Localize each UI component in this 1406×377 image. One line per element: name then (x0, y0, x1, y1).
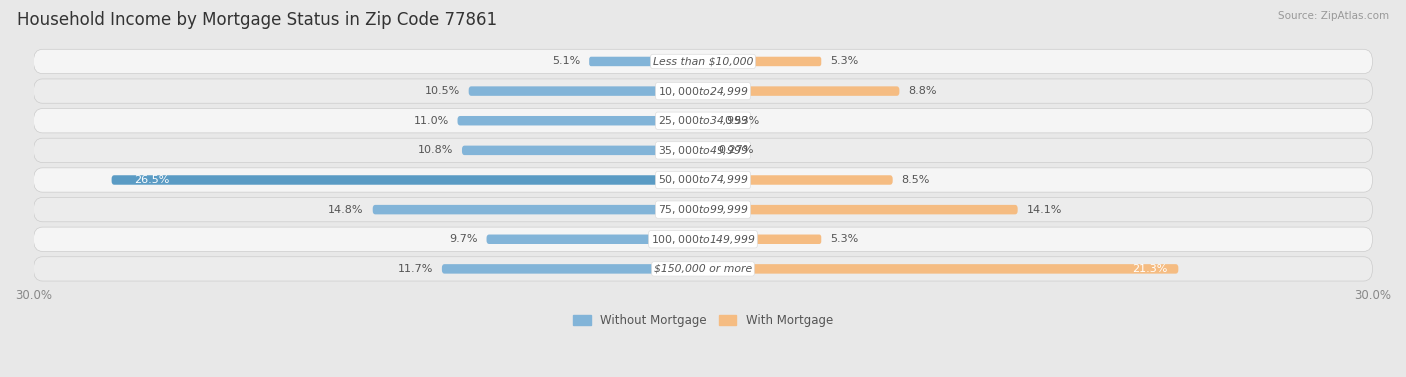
FancyBboxPatch shape (373, 205, 703, 215)
Text: 8.5%: 8.5% (901, 175, 929, 185)
Text: 10.5%: 10.5% (425, 86, 460, 96)
Text: $10,000 to $24,999: $10,000 to $24,999 (658, 84, 748, 98)
FancyBboxPatch shape (34, 138, 1372, 162)
Text: 10.8%: 10.8% (418, 146, 453, 155)
Text: $25,000 to $34,999: $25,000 to $34,999 (658, 114, 748, 127)
FancyBboxPatch shape (34, 49, 1372, 74)
FancyBboxPatch shape (34, 79, 1372, 103)
Text: $35,000 to $49,999: $35,000 to $49,999 (658, 144, 748, 157)
FancyBboxPatch shape (703, 175, 893, 185)
Text: Less than $10,000: Less than $10,000 (652, 57, 754, 66)
FancyBboxPatch shape (34, 109, 1372, 133)
FancyBboxPatch shape (703, 264, 1178, 274)
Text: $100,000 to $149,999: $100,000 to $149,999 (651, 233, 755, 246)
Text: 0.53%: 0.53% (724, 116, 759, 126)
FancyBboxPatch shape (703, 234, 821, 244)
FancyBboxPatch shape (34, 257, 1372, 281)
FancyBboxPatch shape (34, 168, 1372, 192)
FancyBboxPatch shape (703, 57, 821, 66)
FancyBboxPatch shape (463, 146, 703, 155)
Legend: Without Mortgage, With Mortgage: Without Mortgage, With Mortgage (568, 310, 838, 332)
FancyBboxPatch shape (703, 146, 709, 155)
Text: $75,000 to $99,999: $75,000 to $99,999 (658, 203, 748, 216)
Text: 8.8%: 8.8% (908, 86, 936, 96)
FancyBboxPatch shape (703, 86, 900, 96)
FancyBboxPatch shape (486, 234, 703, 244)
Text: 5.1%: 5.1% (553, 57, 581, 66)
Text: 21.3%: 21.3% (1132, 264, 1167, 274)
FancyBboxPatch shape (34, 227, 1372, 251)
Text: $150,000 or more: $150,000 or more (654, 264, 752, 274)
Text: 14.8%: 14.8% (328, 205, 364, 215)
Text: 9.7%: 9.7% (449, 234, 478, 244)
Text: 11.0%: 11.0% (413, 116, 449, 126)
Text: 26.5%: 26.5% (134, 175, 169, 185)
Text: Source: ZipAtlas.com: Source: ZipAtlas.com (1278, 11, 1389, 21)
FancyBboxPatch shape (457, 116, 703, 126)
Text: 14.1%: 14.1% (1026, 205, 1062, 215)
Text: $50,000 to $74,999: $50,000 to $74,999 (658, 173, 748, 187)
FancyBboxPatch shape (703, 116, 714, 126)
Text: Household Income by Mortgage Status in Zip Code 77861: Household Income by Mortgage Status in Z… (17, 11, 496, 29)
FancyBboxPatch shape (441, 264, 703, 274)
FancyBboxPatch shape (34, 198, 1372, 222)
Text: 5.3%: 5.3% (830, 57, 859, 66)
Text: 5.3%: 5.3% (830, 234, 859, 244)
Text: 0.27%: 0.27% (718, 146, 754, 155)
FancyBboxPatch shape (468, 86, 703, 96)
FancyBboxPatch shape (589, 57, 703, 66)
Text: 11.7%: 11.7% (398, 264, 433, 274)
FancyBboxPatch shape (111, 175, 703, 185)
FancyBboxPatch shape (703, 205, 1018, 215)
